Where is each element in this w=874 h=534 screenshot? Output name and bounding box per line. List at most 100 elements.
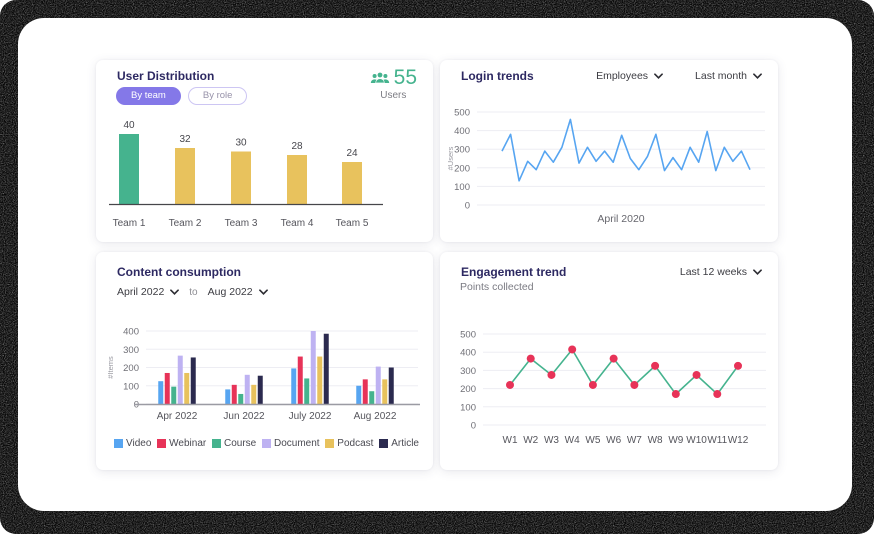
chevron-down-icon — [258, 289, 268, 295]
employees-dropdown[interactable]: Employees — [596, 70, 663, 82]
svg-text:W9: W9 — [668, 435, 683, 446]
svg-text:Team 2: Team 2 — [169, 218, 202, 229]
period-dropdown[interactable]: Last month — [695, 70, 762, 82]
svg-text:W11: W11 — [707, 435, 727, 446]
date-to-label: Aug 2022 — [207, 286, 253, 298]
svg-text:300: 300 — [454, 145, 470, 156]
svg-text:400: 400 — [454, 126, 470, 137]
svg-text:300: 300 — [460, 366, 476, 377]
date-from-select[interactable]: April 2022 — [117, 286, 180, 298]
weeks-dropdown[interactable]: Last 12 weeks — [680, 266, 762, 278]
users-count: 55 — [393, 66, 417, 89]
chart-legend: Video Webinar Course Document Podcast Article — [114, 438, 419, 449]
chevron-down-icon — [170, 289, 180, 295]
users-count-label: Users — [380, 90, 407, 101]
svg-text:W3: W3 — [544, 435, 559, 446]
legend-swatch — [211, 439, 221, 448]
legend-item-course: Course — [211, 438, 257, 449]
svg-text:Team 3: Team 3 — [225, 218, 258, 229]
employees-dropdown-label: Employees — [596, 70, 649, 82]
svg-text:W6: W6 — [606, 435, 621, 446]
svg-text:W1: W1 — [503, 435, 518, 446]
content-consumption-card: Content consumption April 2022 to Aug 20… — [96, 252, 433, 470]
svg-text:100: 100 — [123, 381, 139, 392]
card-title: Login trends — [461, 69, 534, 83]
chevron-down-icon — [654, 73, 663, 79]
svg-text:April 2020: April 2020 — [597, 213, 644, 225]
svg-text:32: 32 — [179, 134, 191, 145]
svg-text:100: 100 — [460, 402, 476, 413]
legend-label: Video — [126, 438, 152, 449]
svg-text:400: 400 — [460, 348, 476, 359]
svg-text:W8: W8 — [648, 435, 663, 446]
date-range-to-word: to — [189, 286, 198, 298]
legend-item-webinar: Webinar — [157, 438, 206, 449]
svg-text:200: 200 — [460, 384, 476, 395]
legend-label: Document — [273, 438, 320, 449]
svg-text:Jun 2022: Jun 2022 — [223, 411, 265, 422]
svg-text:200: 200 — [454, 163, 470, 174]
legend-label: Course — [223, 438, 257, 449]
svg-text:100: 100 — [454, 182, 470, 193]
svg-text:200: 200 — [123, 363, 139, 374]
svg-text:#Items: #Items — [106, 356, 115, 379]
svg-text:July 2022: July 2022 — [289, 411, 332, 422]
svg-text:28: 28 — [291, 141, 303, 152]
weeks-dropdown-label: Last 12 weeks — [679, 266, 747, 278]
engagement-trend-card: Engagement trend Points collected Last 1… — [440, 252, 778, 470]
login-line-chart: 0 100 200 300 400 500 #Users April 2020 — [446, 108, 765, 225]
users-icon — [370, 72, 389, 84]
card-title: Engagement trend — [461, 265, 567, 279]
chevron-down-icon — [753, 269, 762, 275]
dashboard-canvas: User Distribution By team By role 55 — [18, 18, 852, 511]
legend-item-podcast: Podcast — [325, 438, 373, 449]
team-bar-chart: 40 Team 1 32 Team 2 30 Team 3 28 Team 4 24 Team 5 — [109, 120, 383, 229]
engagement-line-chart: 0 100 200 300 400 500 W1 W2 W3 W4 W5 W6 W7 W8 W9 W10 W11… — [460, 330, 766, 446]
chevron-down-icon — [753, 73, 762, 79]
by-role-toggle[interactable]: By role — [187, 87, 248, 105]
svg-text:W7: W7 — [627, 435, 642, 446]
svg-text:300: 300 — [123, 345, 139, 356]
date-to-select[interactable]: Aug 2022 — [208, 286, 268, 298]
legend-label: Webinar — [169, 438, 207, 449]
total-users-stat: 55 Users — [370, 66, 417, 101]
card-subtitle: Points collected — [460, 281, 534, 293]
engagement-filters: Last 12 weeks — [680, 266, 762, 278]
svg-text:30: 30 — [235, 138, 247, 149]
svg-text:0: 0 — [471, 421, 476, 432]
svg-text:W2: W2 — [523, 435, 538, 446]
period-dropdown-label: Last month — [695, 70, 747, 82]
svg-text:Team 5: Team 5 — [336, 218, 369, 229]
svg-text:W10: W10 — [686, 435, 707, 446]
legend-swatch — [261, 439, 271, 448]
svg-text:400: 400 — [123, 327, 139, 338]
legend-swatch — [379, 439, 389, 448]
svg-text:W4: W4 — [565, 435, 580, 446]
login-filters: Employees Last month — [596, 70, 762, 82]
legend-swatch — [325, 439, 335, 448]
date-range: April 2022 to Aug 2022 — [117, 286, 268, 298]
user-distribution-card: User Distribution By team By role 55 — [96, 60, 433, 242]
svg-text:#Users: #Users — [446, 146, 455, 170]
legend-label: Article — [391, 438, 419, 449]
svg-text:Team 4: Team 4 — [281, 218, 314, 229]
svg-text:500: 500 — [454, 108, 470, 119]
date-from-label: April 2022 — [117, 286, 165, 298]
svg-text:Aug 2022: Aug 2022 — [354, 411, 397, 422]
legend-item-article: Article — [379, 438, 419, 449]
legend-swatch — [157, 439, 167, 448]
svg-text:40: 40 — [123, 120, 135, 131]
legend-item-document: Document — [261, 438, 320, 449]
svg-text:W12: W12 — [728, 435, 749, 446]
card-title: Content consumption — [117, 265, 241, 279]
svg-text:W5: W5 — [585, 435, 600, 446]
svg-text:Team 1: Team 1 — [113, 218, 146, 229]
login-trends-card: Login trends Employees Last month 0 100 20… — [440, 60, 778, 242]
legend-item-video: Video — [114, 438, 151, 449]
card-title: User Distribution — [117, 69, 215, 83]
svg-text:Apr 2022: Apr 2022 — [157, 411, 198, 422]
by-team-toggle[interactable]: By team — [116, 87, 181, 105]
legend-label: Podcast — [337, 438, 374, 449]
